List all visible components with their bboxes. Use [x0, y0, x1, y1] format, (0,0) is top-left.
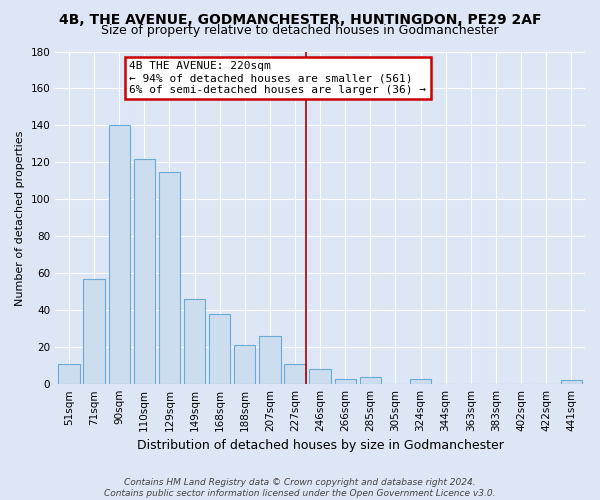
Bar	[234, 346, 256, 384]
Bar	[410, 378, 431, 384]
Text: 4B, THE AVENUE, GODMANCHESTER, HUNTINGDON, PE29 2AF: 4B, THE AVENUE, GODMANCHESTER, HUNTINGDO…	[59, 12, 541, 26]
Bar	[284, 364, 305, 384]
Text: 4B THE AVENUE: 220sqm
← 94% of detached houses are smaller (561)
6% of semi-deta: 4B THE AVENUE: 220sqm ← 94% of detached …	[130, 62, 427, 94]
Bar	[134, 158, 155, 384]
Bar	[560, 380, 582, 384]
Bar	[58, 364, 80, 384]
Bar	[359, 377, 381, 384]
Bar	[184, 299, 205, 384]
Y-axis label: Number of detached properties: Number of detached properties	[15, 130, 25, 306]
Bar	[259, 336, 281, 384]
Bar	[310, 370, 331, 384]
Bar	[83, 279, 105, 384]
X-axis label: Distribution of detached houses by size in Godmanchester: Distribution of detached houses by size …	[137, 440, 503, 452]
Bar	[335, 378, 356, 384]
Text: Size of property relative to detached houses in Godmanchester: Size of property relative to detached ho…	[101, 24, 499, 37]
Bar	[209, 314, 230, 384]
Bar	[159, 172, 180, 384]
Text: Contains HM Land Registry data © Crown copyright and database right 2024.
Contai: Contains HM Land Registry data © Crown c…	[104, 478, 496, 498]
Bar	[109, 126, 130, 384]
